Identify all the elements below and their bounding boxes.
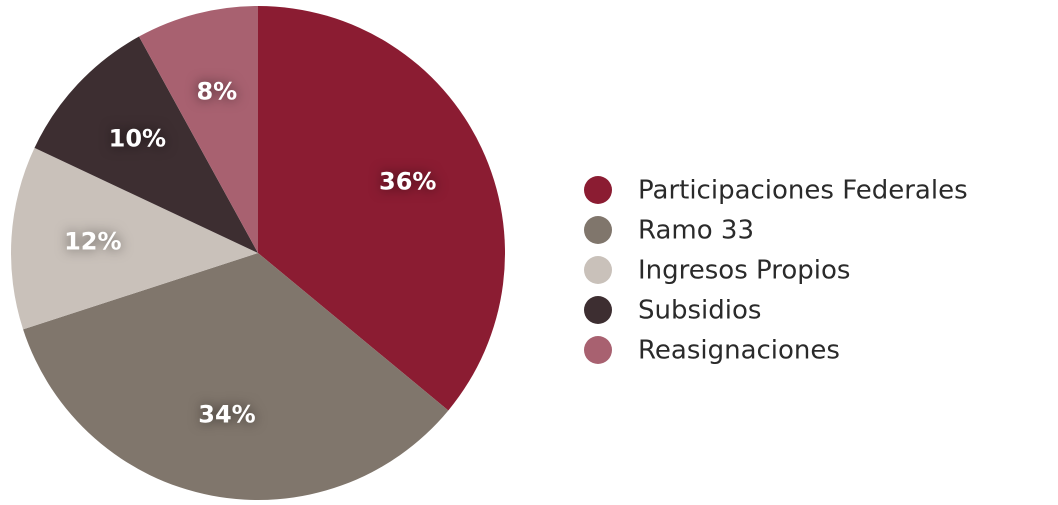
pie-slice — [34, 36, 258, 254]
slice-label: 36% — [379, 168, 436, 196]
slice-label: 10% — [109, 125, 166, 153]
legend-swatch — [584, 336, 612, 364]
slice-label: 12% — [64, 228, 121, 256]
slice-label: 8% — [196, 78, 237, 106]
legend-label: Participaciones Federales — [638, 176, 968, 206]
legend-label: Reasignaciones — [638, 336, 840, 366]
legend-label: Ramo 33 — [638, 216, 754, 246]
slice-label: 34% — [198, 401, 255, 429]
pie-slice — [23, 253, 449, 501]
legend-swatch — [584, 256, 612, 284]
legend-swatch — [584, 176, 612, 204]
legend-swatch — [584, 296, 612, 324]
legend-label: Subsidios — [638, 296, 761, 326]
pie-slice — [10, 147, 259, 330]
legend-label: Ingresos Propios — [638, 256, 850, 286]
pie-slice — [139, 6, 258, 253]
pie-slice — [258, 6, 505, 411]
legend-swatch — [584, 216, 612, 244]
